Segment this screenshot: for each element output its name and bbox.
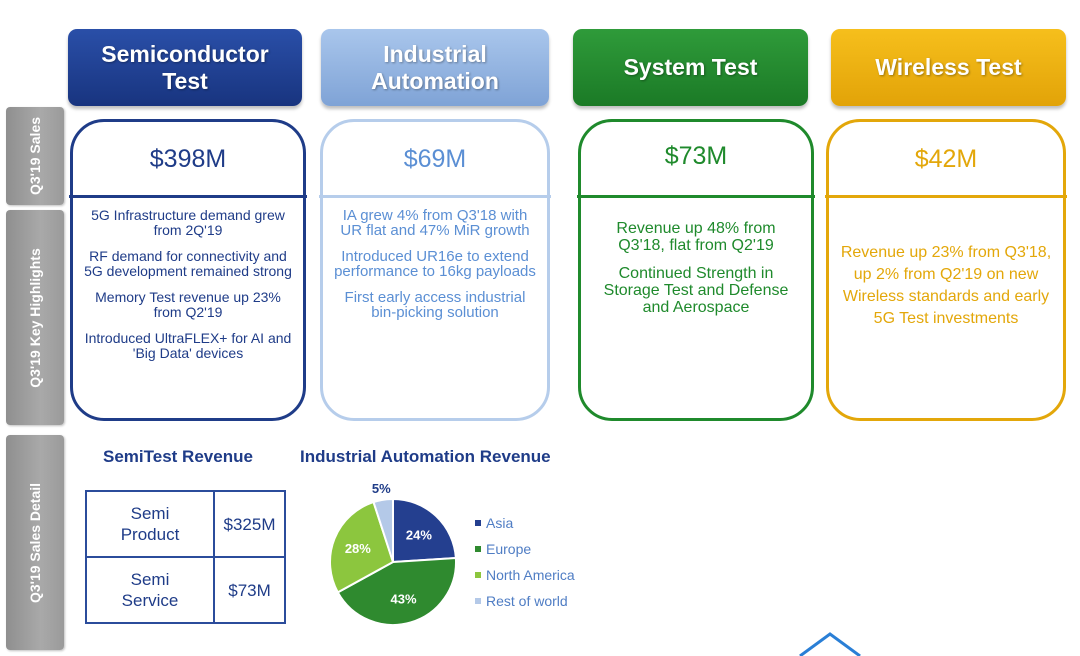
pie-data-label: 28% xyxy=(345,541,371,556)
sales-wireless-test: $42M xyxy=(914,145,978,173)
highlight-item: Introduced UR16e to extend performance t… xyxy=(334,248,536,280)
semitest-title: SemiTest Revenue xyxy=(103,447,253,466)
header-system-test: System Test xyxy=(573,29,808,106)
side-tab-highlights: Q3'19 Key Highlights xyxy=(6,210,64,425)
highlight-item: First early access industrial bin-pickin… xyxy=(344,289,526,321)
header-wireless-test-label: Wireless Test xyxy=(875,54,1022,80)
table-cell-label: Semi Service xyxy=(85,556,215,624)
logo-mark xyxy=(799,632,861,656)
side-tab-detail: Q3'19 Sales Detail xyxy=(6,435,64,650)
highlights-wireless-test: Revenue up 23% from Q3'18, up 2% from Q2… xyxy=(839,242,1053,330)
header-industrial-automation: Industrial Automation xyxy=(321,29,549,106)
highlight-item: Revenue up 48% from Q3'18, flat from Q2'… xyxy=(616,220,776,254)
pie-data-label: 43% xyxy=(391,591,417,606)
chart-legend: Asia Europe North America Rest of world xyxy=(475,510,575,614)
divider xyxy=(577,195,815,198)
header-semiconductor-test: Semiconductor Test xyxy=(68,29,302,106)
sales-industrial-automation: $69M xyxy=(403,145,467,173)
sales-system-test: $73M xyxy=(664,142,728,170)
pie-chart: 24% 43% 28% 5% xyxy=(329,481,457,626)
legend-swatch xyxy=(475,546,481,552)
table-cell-label: Semi Product xyxy=(85,490,215,558)
divider xyxy=(825,195,1067,198)
highlights-system-test: Revenue up 48% from Q3'18, flat from Q2'… xyxy=(591,220,801,327)
legend-item: North America xyxy=(475,562,575,588)
pie-slice-asia xyxy=(392,497,457,564)
legend-label: Europe xyxy=(486,541,532,557)
table-cell-value: $73M xyxy=(213,556,286,624)
legend-swatch xyxy=(475,520,481,526)
highlight-item: 5G Infrastructure demand grew from 2Q'19 xyxy=(91,207,285,238)
sales-semiconductor-test: $398M xyxy=(149,145,227,173)
highlight-item: Continued Strength in Storage Test and D… xyxy=(603,265,789,316)
legend-label: Rest of world xyxy=(486,593,568,609)
semitest-table: Semi Product $325M Semi Service $73M xyxy=(85,490,286,624)
pie-data-label: 24% xyxy=(406,527,432,542)
header-semiconductor-test-label: Semiconductor Test xyxy=(101,40,269,94)
legend-swatch xyxy=(475,572,481,578)
box-system-test: $73M Revenue up 48% from Q3'18, flat fro… xyxy=(577,119,815,421)
divider xyxy=(319,195,551,198)
highlight-item: Memory Test revenue up 23% from Q2'19 xyxy=(95,289,281,320)
legend-swatch xyxy=(475,598,481,604)
side-tab-sales-label: Q3'19 Sales xyxy=(27,116,43,196)
legend-item: Europe xyxy=(475,536,575,562)
box-wireless-test: $42M Revenue up 23% from Q3'18, up 2% fr… xyxy=(825,119,1067,421)
highlights-semiconductor-test: 5G Infrastructure demand grew from 2Q'19… xyxy=(83,208,293,372)
highlight-item: IA grew 4% from Q3'18 with UR flat and 4… xyxy=(340,207,530,239)
highlights-industrial-automation: IA grew 4% from Q3'18 with UR flat and 4… xyxy=(333,208,537,331)
pie-data-label: 5% xyxy=(372,481,391,496)
highlight-item: Revenue up 23% from Q3'18, up 2% from Q2… xyxy=(840,244,1052,327)
pie-slice-europe xyxy=(336,556,457,626)
side-tab-highlights-label: Q3'19 Key Highlights xyxy=(27,247,43,388)
header-wireless-test: Wireless Test xyxy=(831,29,1066,106)
table-row: Semi Service $73M xyxy=(85,556,286,624)
chart-title: Industrial Automation Revenue xyxy=(300,447,551,466)
legend-item: Asia xyxy=(475,510,575,536)
side-tab-sales: Q3'19 Sales xyxy=(6,107,64,205)
side-tab-detail-label: Q3'19 Sales Detail xyxy=(27,482,43,603)
header-industrial-automation-label: Industrial Automation xyxy=(371,40,499,94)
table-cell-value: $325M xyxy=(213,490,286,558)
divider xyxy=(69,195,307,198)
legend-label: North America xyxy=(486,567,575,583)
highlight-item: RF demand for connectivity and 5G develo… xyxy=(84,248,292,279)
box-industrial-automation: $69M IA grew 4% from Q3'18 with UR flat … xyxy=(319,119,551,421)
pie-slice-north-america xyxy=(329,500,395,594)
highlight-item: Introduced UltraFLEX+ for AI and 'Big Da… xyxy=(84,330,292,361)
table-row: Semi Product $325M xyxy=(85,490,286,558)
legend-label: Asia xyxy=(486,515,514,531)
box-semiconductor-test: $398M 5G Infrastructure demand grew from… xyxy=(69,119,307,421)
pie-slice-rest-of-world xyxy=(372,497,394,563)
header-system-test-label: System Test xyxy=(623,54,758,80)
legend-item: Rest of world xyxy=(475,588,575,614)
